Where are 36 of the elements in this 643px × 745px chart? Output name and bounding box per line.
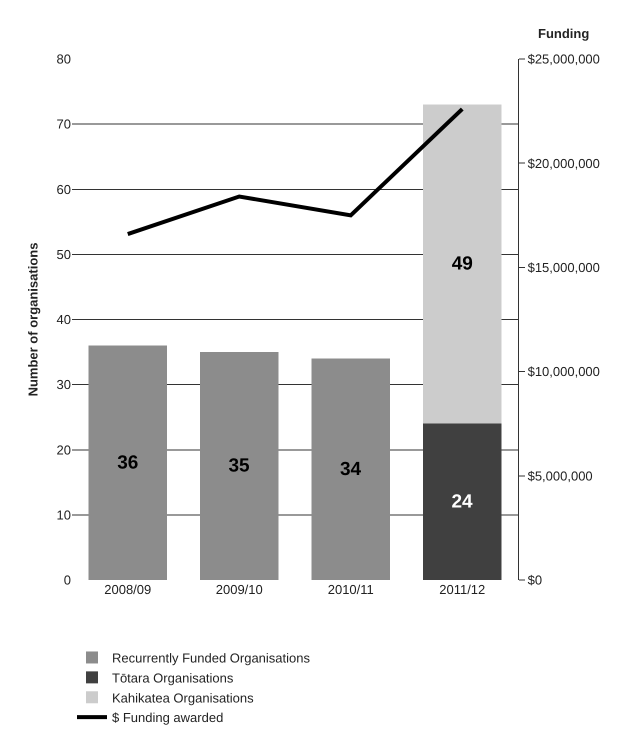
y2-tick-label: $25,000,000	[528, 52, 600, 67]
y-tick-label: 10	[56, 507, 71, 522]
y2-tick-label: $5,000,000	[528, 468, 593, 484]
data-label: 36	[117, 452, 138, 474]
bar	[423, 424, 502, 580]
bar	[312, 358, 390, 580]
y-tick-label: 20	[56, 442, 71, 458]
y-tick-label: 60	[56, 182, 71, 197]
legend-label: Tōtara Organisations	[112, 670, 234, 686]
y2-axis-title: Funding	[538, 26, 590, 41]
line-series	[126, 107, 464, 236]
y-tick-label: 0	[64, 572, 71, 588]
bar	[423, 104, 502, 424]
y-tick-label: 50	[56, 246, 71, 262]
x-tick-label: 2008/09	[104, 582, 152, 597]
y2-tick-label: $10,000,000	[528, 364, 600, 380]
data-label: 49	[452, 254, 473, 275]
y-tick-label: 30	[56, 377, 71, 392]
legend-label: Recurrently Funded Organisations	[112, 650, 310, 666]
data-label: 34	[340, 458, 362, 480]
data-label: 24	[451, 491, 474, 512]
x-tick-label: 2009/10	[216, 582, 263, 597]
y2-tick-label: $20,000,000	[528, 156, 600, 171]
x-tick-label: 2010/11	[328, 582, 374, 597]
y2-tick-label: $0	[528, 572, 542, 588]
x-tick-label: 2011/12	[439, 582, 486, 597]
y-axis-title: Number of organisations	[25, 242, 40, 396]
bar	[200, 352, 278, 580]
bar	[88, 346, 167, 580]
y-tick-label: 70	[56, 116, 71, 132]
data-label: 35	[228, 456, 250, 477]
legend-label: $ Funding awarded	[112, 710, 224, 726]
y2-tick-label: $15,000,000	[528, 260, 600, 275]
y-tick-label: 40	[56, 312, 71, 328]
legend-label: Kahikatea Organisations	[112, 690, 254, 706]
y-tick-label: 80	[56, 52, 71, 67]
